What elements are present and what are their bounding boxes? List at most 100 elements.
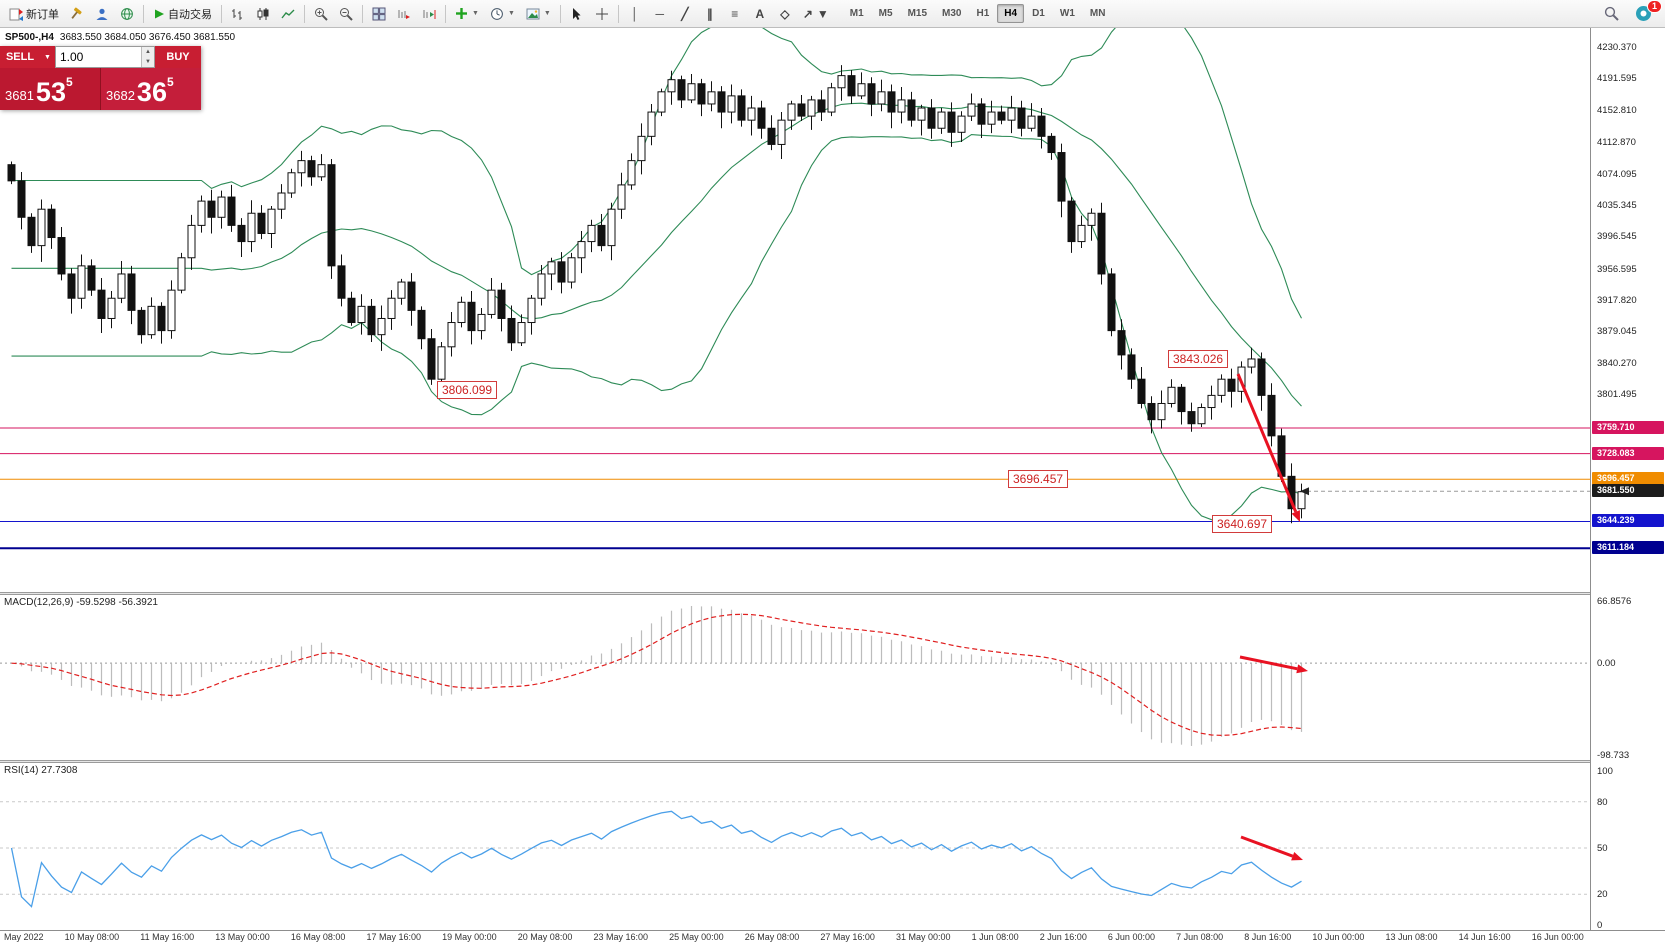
- zoom-out-button[interactable]: [334, 3, 358, 25]
- price-tag[interactable]: 3611.184: [1592, 541, 1664, 555]
- timeframe-m30[interactable]: M30: [942, 8, 962, 19]
- price-callout[interactable]: 3696.457: [1008, 470, 1069, 488]
- templates-button[interactable]: ▼: [521, 3, 556, 25]
- buy-price-pip: 5: [166, 75, 174, 89]
- horizontal-line-tool-button[interactable]: ─: [648, 3, 672, 25]
- periods-button[interactable]: ▼: [485, 3, 520, 25]
- tile-windows-icon: [372, 7, 386, 20]
- time-axis-label: 11 May 16:00: [140, 932, 195, 942]
- text-tool-button[interactable]: A: [748, 3, 772, 25]
- sell-button[interactable]: SELL: [0, 46, 40, 68]
- buy-button[interactable]: BUY: [155, 46, 201, 68]
- price-tag[interactable]: 3728.083: [1592, 446, 1664, 460]
- toolbar-separator: [143, 4, 144, 23]
- price-tag[interactable]: 3759.710: [1592, 420, 1664, 434]
- price-axis-label: 3917.820: [1597, 295, 1637, 306]
- candlestick-type-button[interactable]: [251, 3, 275, 25]
- price-axis-label: 4152.810: [1597, 104, 1637, 116]
- chevron-down-icon: ▼: [507, 10, 515, 17]
- timeframe-mn[interactable]: MN: [1089, 8, 1106, 19]
- volume-stepper: ▲ ▼: [141, 47, 154, 67]
- toolbar-separator: [362, 4, 363, 23]
- volume-input[interactable]: [56, 47, 141, 67]
- auto-scroll-button[interactable]: [392, 3, 416, 25]
- price-callout[interactable]: 3806.099: [437, 381, 498, 399]
- autotrading-button[interactable]: 自动交易: [148, 3, 217, 25]
- timeframe-h1[interactable]: H1: [976, 8, 990, 19]
- price-axis-label: 3996.545: [1597, 231, 1637, 243]
- rsi-scale-label: 20: [1597, 889, 1608, 901]
- macd-scale-label: 0.00: [1597, 658, 1616, 670]
- crosshair-tool-button[interactable]: [590, 3, 614, 25]
- price-axis-label: 3879.045: [1597, 326, 1637, 338]
- price-axis-label: 3801.495: [1597, 389, 1637, 401]
- timeframe-group: M1 M5 M15 M30 H1 H4 D1 W1 MN: [843, 4, 1113, 23]
- time-axis-label: 23 May 16:00: [593, 932, 648, 942]
- time-axis-label: 25 May 00:00: [669, 932, 724, 942]
- search-icon: [1604, 6, 1619, 21]
- bar-chart-type-button[interactable]: [226, 3, 250, 25]
- main-chart-canvas[interactable]: [0, 28, 1590, 592]
- time-axis-label: 19 May 00:00: [442, 932, 497, 942]
- search-button[interactable]: [1599, 3, 1624, 25]
- vertical-line-tool-button[interactable]: │: [623, 3, 647, 25]
- indicator-plus-icon: [456, 8, 467, 19]
- trendline-tool-button[interactable]: ╱: [673, 3, 697, 25]
- macd-scale-label: 66.8576: [1597, 596, 1632, 607]
- label-tool-button[interactable]: ◇: [773, 3, 797, 25]
- rsi-scale-label: 50: [1597, 843, 1608, 854]
- vertical-line-icon: │: [631, 6, 639, 21]
- user-icon: [96, 8, 108, 20]
- channel-tool-button[interactable]: ∥: [698, 3, 722, 25]
- price-tag[interactable]: 3644.239: [1592, 514, 1664, 528]
- stepper-up-icon[interactable]: ▲: [142, 47, 154, 57]
- time-axis-label: 13 Jun 08:00: [1385, 932, 1438, 942]
- stepper-down-icon[interactable]: ▼: [142, 57, 154, 67]
- price-callout[interactable]: 3640.697: [1212, 515, 1273, 533]
- timeframe-d1[interactable]: D1: [1032, 8, 1045, 19]
- sell-dropdown-button[interactable]: ▼: [40, 46, 55, 68]
- line-chart-type-button[interactable]: [276, 3, 300, 25]
- timeframe-m15[interactable]: M15: [907, 8, 928, 19]
- new-order-button[interactable]: 新订单: [4, 3, 64, 25]
- symbol-header: SP500-,H4 3683.550 3684.050 3676.450 3681…: [5, 32, 235, 43]
- indicators-button[interactable]: ▼: [450, 3, 484, 25]
- zoom-in-button[interactable]: [309, 3, 333, 25]
- time-axis-label: 14 Jun 16:00: [1458, 932, 1511, 942]
- toolbar-separator: [221, 4, 222, 23]
- arrows-tool-button[interactable]: ↗ ▼: [798, 3, 834, 25]
- template-image-icon: [526, 8, 540, 19]
- notifications-button[interactable]: 1: [1630, 0, 1662, 25]
- buy-price-display[interactable]: 3682 36 5: [101, 68, 201, 110]
- toolbar-right-group: 1: [1599, 0, 1662, 25]
- timeframe-w1[interactable]: W1: [1059, 8, 1075, 19]
- profile-button[interactable]: [90, 3, 114, 25]
- sell-price-base: 3681: [5, 87, 34, 103]
- chart-shift-button[interactable]: [417, 3, 441, 25]
- sell-price-display[interactable]: 3681 53 5: [0, 68, 101, 110]
- tile-windows-button[interactable]: [367, 3, 391, 25]
- price-axis-label: 3840.270: [1597, 357, 1637, 369]
- new-order-icon: [9, 8, 23, 21]
- panel-splitter[interactable]: [0, 592, 1665, 595]
- new-order-label: 新订单: [26, 8, 59, 21]
- price-callout[interactable]: 3843.026: [1168, 350, 1229, 368]
- panel-splitter[interactable]: [0, 760, 1665, 763]
- candlestick-icon: [257, 7, 269, 20]
- rsi-canvas[interactable]: [0, 763, 1590, 930]
- cursor-icon: [573, 7, 581, 20]
- cursor-tool-button[interactable]: [565, 3, 589, 25]
- symbol-name: SP500-,H4: [5, 32, 54, 43]
- macd-canvas[interactable]: [0, 595, 1590, 760]
- timeframe-h4[interactable]: H4: [997, 4, 1025, 23]
- price-axis[interactable]: 4230.370 4191.595 4152.810 4112.870 4074.095…: [1590, 28, 1665, 931]
- time-axis[interactable]: May 2022 10 May 08:00 11 May 16:00 13 May 0…: [0, 932, 1588, 945]
- toolbar: 新订单 自动交易: [0, 0, 1665, 28]
- price-tag[interactable]: 3681.550: [1592, 484, 1664, 498]
- price-tag[interactable]: 3696.457: [1592, 472, 1664, 486]
- fibonacci-tool-button[interactable]: ≡: [723, 3, 747, 25]
- timeframe-m1[interactable]: M1: [849, 8, 864, 19]
- timeframe-m5[interactable]: M5: [878, 8, 893, 19]
- community-button[interactable]: [115, 3, 139, 25]
- tools-button[interactable]: [65, 3, 89, 25]
